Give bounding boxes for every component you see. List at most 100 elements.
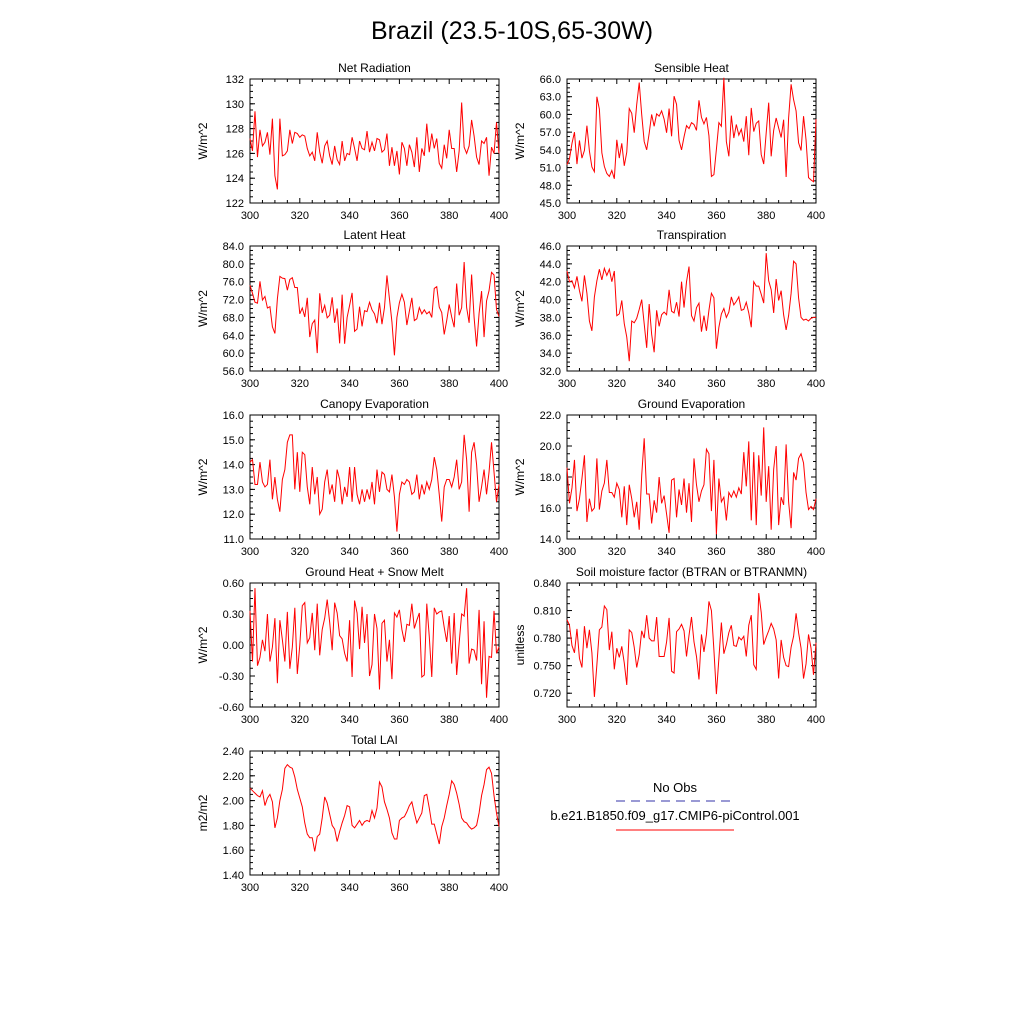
panel-9-title: Total LAI: [351, 733, 398, 747]
panel-1-xtick-label: 380: [440, 210, 458, 222]
panel-6: Ground Evaporation W/m^2 300 320 340 360 380 40…: [513, 397, 825, 558]
panel-3-series-line: [249, 262, 500, 356]
panel-1-ytick-label: 126: [226, 148, 244, 160]
panel-8-xtick-label: 360: [707, 714, 725, 726]
panel-5-series-line: [249, 434, 500, 532]
panel-3-ytick-label: 68.0: [223, 312, 244, 324]
panel-1-ylabel: W/m^2: [196, 122, 210, 159]
panel-8-ylabel: unitless: [513, 625, 527, 666]
panel-3-xtick-label: 300: [241, 378, 259, 390]
panel-4-xtick-label: 340: [657, 378, 675, 390]
legend: No Obs b.e21.B1850.f09_g17.CMIP6-piContr…: [550, 780, 800, 831]
panel-6-xtick-label: 300: [558, 546, 576, 558]
panel-3-ytick-label: 80.0: [223, 259, 244, 271]
panel-3-ylabel: W/m^2: [196, 290, 210, 327]
panel-1-ytick-label: 130: [226, 99, 244, 111]
panel-6-ytick-label: 20.0: [540, 441, 561, 453]
panel-2-xtick-label: 380: [757, 210, 775, 222]
panel-8-title: Soil moisture factor (BTRAN or BTRANMN): [576, 565, 807, 579]
panel-4-ytick-label: 42.0: [540, 277, 561, 289]
panel-4-ytick-label: 40.0: [540, 295, 561, 307]
legend-model-label: b.e21.B1850.f09_g17.CMIP6-piControl.001: [550, 808, 799, 823]
panel-6-ylabel: W/m^2: [513, 458, 527, 495]
panel-9-xtick-label: 320: [291, 882, 309, 894]
panel-5-ytick-label: 15.0: [223, 435, 244, 447]
panel-7-ytick-label: -0.30: [219, 671, 244, 683]
figure-title: Brazil (23.5-10S,65-30W): [371, 17, 653, 45]
panel-5-title: Canopy Evaporation: [320, 397, 429, 411]
panel-7-xtick-label: 340: [340, 714, 358, 726]
panel-4-ylabel: W/m^2: [513, 290, 527, 327]
panel-1-xtick-label: 400: [490, 210, 508, 222]
panel-3: Latent Heat W/m^2 300 320 340 360 380 400 56.0 60…: [196, 228, 508, 390]
panel-5-ytick-label: 11.0: [223, 534, 244, 546]
panel-5-ylabel: W/m^2: [196, 458, 210, 495]
panel-4-ytick-label: 32.0: [540, 366, 561, 378]
panel-4-ytick-label: 44.0: [540, 259, 561, 271]
panel-9: Total LAI m2/m2 300 320 340 360 380 400 1.40 1.60…: [196, 733, 508, 894]
panel-2-xtick-label: 340: [657, 210, 675, 222]
panel-8-ytick-label: 0.780: [533, 633, 561, 645]
panel-6-ytick-label: 18.0: [540, 472, 561, 484]
panel-3-ytick-label: 60.0: [223, 348, 244, 360]
panel-7-xtick-label: 320: [291, 714, 309, 726]
panel-9-series-line: [249, 763, 500, 852]
panel-9-ytick-label: 2.00: [223, 796, 244, 808]
panel-9-xtick-label: 300: [241, 882, 259, 894]
panel-8-xtick-label: 400: [807, 714, 825, 726]
panel-3-xtick-label: 380: [440, 378, 458, 390]
panel-8-xtick-label: 340: [657, 714, 675, 726]
panel-2-title: Sensible Heat: [654, 61, 729, 75]
panel-2-ylabel: W/m^2: [513, 122, 527, 159]
panel-2-ytick-label: 60.0: [540, 109, 561, 121]
panel-4-ytick-label: 34.0: [540, 348, 561, 360]
panel-8-xtick-label: 300: [558, 714, 576, 726]
panel-5-xtick-label: 360: [390, 546, 408, 558]
panel-2: Sensible Heat W/m^2 300 320 340 360 380 400 45.0…: [513, 61, 825, 222]
panel-7-title: Ground Heat + Snow Melt: [305, 565, 444, 579]
panel-9-xtick-label: 360: [390, 882, 408, 894]
panel-2-ytick-label: 48.0: [540, 180, 561, 192]
panel-1-xtick-label: 360: [390, 210, 408, 222]
panel-4-xtick-label: 320: [608, 378, 626, 390]
panel-3-ytick-label: 64.0: [223, 330, 244, 342]
panel-8-ytick-label: 0.840: [533, 578, 561, 590]
panel-7-xtick-label: 360: [390, 714, 408, 726]
panel-1-ytick-label: 132: [226, 74, 244, 86]
panel-3-title: Latent Heat: [343, 228, 406, 242]
panel-2-xtick-label: 400: [807, 210, 825, 222]
panel-6-series-line: [566, 427, 817, 535]
panel-7-ytick-label: 0.30: [223, 609, 244, 621]
panel-2-ytick-label: 63.0: [540, 92, 561, 104]
panel-1-xtick-label: 340: [340, 210, 358, 222]
panel-3-ytick-label: 76.0: [223, 277, 244, 289]
panel-6-xtick-label: 400: [807, 546, 825, 558]
panel-7-ylabel: W/m^2: [196, 626, 210, 663]
panel-4-title: Transpiration: [657, 228, 727, 242]
panel-1-xtick-label: 300: [241, 210, 259, 222]
panel-3-ytick-label: 84.0: [223, 241, 244, 253]
panel-4-ytick-label: 46.0: [540, 241, 561, 253]
panel-1-series-line: [249, 102, 500, 190]
panel-6-title: Ground Evaporation: [638, 397, 745, 411]
panel-1-xtick-label: 320: [291, 210, 309, 222]
panel-8-ytick-label: 0.810: [533, 606, 561, 618]
panel-6-xtick-label: 340: [657, 546, 675, 558]
panel-7-series-line: [249, 588, 500, 698]
panel-5-ytick-label: 12.0: [223, 509, 244, 521]
panel-2-xtick-label: 300: [558, 210, 576, 222]
panel-2-xtick-label: 320: [608, 210, 626, 222]
panel-7: Ground Heat + Snow Melt W/m^2 300 320 340 360…: [196, 565, 508, 726]
panel-2-ytick-label: 54.0: [540, 145, 561, 157]
panel-6-xtick-label: 360: [707, 546, 725, 558]
panel-9-ytick-label: 2.40: [223, 746, 244, 758]
panel-4-ytick-label: 38.0: [540, 312, 561, 324]
panel-2-series-line: [566, 77, 817, 183]
panel-7-ytick-label: 0.60: [223, 578, 244, 590]
panel-6-ytick-label: 14.0: [540, 534, 561, 546]
panel-3-ytick-label: 56.0: [223, 366, 244, 378]
panel-3-ytick-label: 72.0: [223, 295, 244, 307]
panel-9-ytick-label: 1.80: [223, 820, 244, 832]
panel-7-ytick-label: 0.00: [223, 640, 244, 652]
